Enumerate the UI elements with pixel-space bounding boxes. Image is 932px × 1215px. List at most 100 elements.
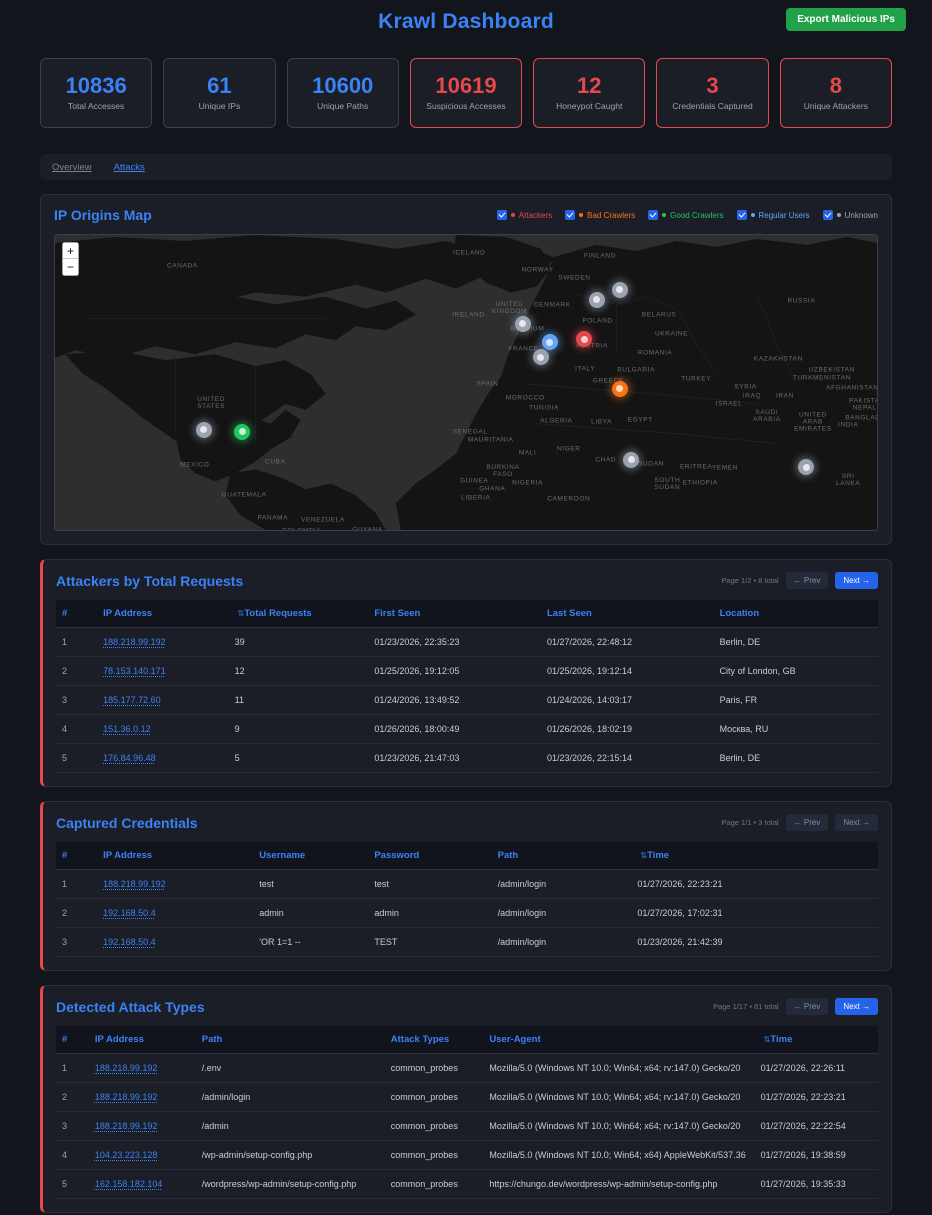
legend-item-good-crawlers[interactable]: Good Crawlers (648, 210, 724, 220)
credentials-col-password[interactable]: Password (368, 842, 492, 870)
ip-link[interactable]: 176.84.96.48 (103, 753, 156, 763)
legend-label: Bad Crawlers (587, 210, 636, 220)
path-cell: /admin/login (195, 1082, 385, 1112)
attackers-prev-button[interactable]: ← Prev (785, 572, 829, 589)
attack-types-next-button[interactable]: Next → (835, 998, 878, 1015)
map-zoom-in-button[interactable]: + (63, 243, 78, 259)
checkbox-icon[interactable] (736, 210, 747, 220)
world-map[interactable]: + − CANADA UNITED STATES MEXICO CUBA GUATEMA… (54, 234, 878, 531)
table-row: 4 151.36.0.12 9 01/26/2026, 18:00:49 01/26/2… (56, 714, 878, 744)
attackers-next-button[interactable]: Next → (835, 572, 878, 589)
ip-link[interactable]: 188.218.99.192 (94, 1121, 158, 1131)
credentials-col-username[interactable]: Username (253, 842, 369, 870)
attack-types-col-user-agent[interactable]: User-Agent (483, 1026, 755, 1054)
map-marker-unknown[interactable] (798, 459, 815, 476)
map-zoom-controls[interactable]: + − (62, 242, 79, 276)
row-index: 2 (56, 898, 98, 928)
credentials-col-time[interactable]: ⇅Time (631, 842, 878, 870)
legend-label: Unknown (844, 210, 878, 220)
ip-link[interactable]: 188.218.99.192 (103, 637, 166, 647)
attack-types-prev-button[interactable]: ← Prev (785, 998, 829, 1015)
types-cell: common_probes (384, 1053, 484, 1083)
attack-types-panel-header: Detected Attack Types Page 1/17 • 81 tot… (56, 998, 878, 1015)
map-marker-unknown[interactable] (623, 451, 640, 468)
attackers-col-first-seen[interactable]: First Seen (368, 600, 541, 628)
credentials-prev-button[interactable]: ← Prev (785, 814, 829, 831)
map-marker-bad-crawlers[interactable] (611, 380, 628, 397)
map-marker-unknown[interactable] (532, 349, 549, 366)
legend-item-attackers[interactable]: Attackers (496, 210, 552, 220)
ip-link[interactable]: 192.168.50.4 (103, 908, 156, 918)
credentials-col-ip-address[interactable]: IP Address (97, 842, 254, 870)
ip-link[interactable]: 104.23.223.128 (94, 1150, 158, 1160)
attack-types-table-header-row: # IP Address Path Attack Types User-Agent ⇅Ti… (56, 1026, 878, 1054)
tab-attacks[interactable]: Attacks (113, 161, 145, 173)
legend-item-regular-users[interactable]: Regular Users (736, 210, 810, 220)
ua-cell: https://chungo.dev/wordpress/wp-admin/se… (483, 1169, 755, 1199)
tab-overview[interactable]: Overview (52, 161, 92, 173)
attack-types-panel-title: Detected Attack Types (56, 998, 205, 1015)
table-row: 1 188.218.99.192 /.env common_probes Mozilla… (56, 1053, 878, 1083)
ip-link[interactable]: 162.158.182.104 (94, 1179, 163, 1189)
last_seen-cell: 01/23/2026, 22:15:14 (540, 743, 714, 773)
attack-types-col-path[interactable]: Path (195, 1026, 385, 1054)
time-cell: 01/27/2026, 17:02:31 (631, 898, 878, 928)
credentials-col-[interactable]: # (56, 842, 98, 870)
map-marker-unknown[interactable] (195, 421, 212, 438)
attack-types-col-[interactable]: # (56, 1026, 89, 1054)
map-marker-unknown[interactable] (611, 281, 628, 298)
attack-types-col-attack-types[interactable]: Attack Types (384, 1026, 484, 1054)
stat-card-unique-ips: 61 Unique IPs (163, 58, 276, 128)
stat-value: 10836 (65, 73, 127, 98)
checkbox-icon[interactable] (648, 210, 659, 220)
map-marker-regular-users[interactable] (541, 334, 558, 351)
types-cell: common_probes (384, 1140, 484, 1170)
requests-cell: 11 (228, 685, 369, 715)
time-cell: 01/27/2026, 22:26:11 (754, 1053, 878, 1083)
export-malicious-ips-button[interactable]: Export Malicious IPs (786, 8, 906, 31)
ip-link[interactable]: 188.218.99.192 (94, 1092, 158, 1102)
map-marker-unknown[interactable] (514, 315, 531, 332)
path-cell: /admin/login (491, 869, 632, 899)
attack-types-col-ip-address[interactable]: IP Address (88, 1026, 196, 1054)
attackers-col-[interactable]: # (56, 600, 98, 628)
legend-item-bad-crawlers[interactable]: Bad Crawlers (565, 210, 635, 220)
ip-link[interactable]: 185.177.72.60 (103, 695, 161, 705)
credentials-panel: Captured Credentials Page 1/1 • 3 total … (40, 801, 892, 971)
stat-card-credentials-captured: 3 Credentials Captured (656, 58, 769, 128)
credentials-next-button[interactable]: Next → (835, 814, 878, 831)
stat-value: 12 (577, 73, 602, 98)
attackers-col-location[interactable]: Location (713, 600, 878, 628)
time-cell: 01/27/2026, 22:22:54 (754, 1111, 878, 1141)
checkbox-icon[interactable] (496, 210, 507, 220)
first_seen-cell: 01/23/2026, 22:35:23 (368, 627, 541, 657)
attack-types-col-time[interactable]: ⇅Time (754, 1026, 878, 1054)
ip-link[interactable]: 188.218.99.192 (103, 879, 166, 889)
map-marker-good-crawlers[interactable] (234, 423, 251, 440)
table-row: 2 192.168.50.4 admin admin/admin/login 01/27… (56, 898, 878, 928)
attackers-col-total-requests[interactable]: ⇅Total Requests (228, 600, 369, 628)
ip-origins-map-panel: IP Origins Map Attackers Bad Crawlers Good… (40, 194, 892, 545)
stat-card-unique-paths: 10600 Unique Paths (286, 58, 399, 128)
ip-link[interactable]: 78.153.140.171 (103, 666, 166, 676)
attackers-col-last-seen[interactable]: Last Seen (540, 600, 714, 628)
table-row: 3 192.168.50.4 'OR 1=1 -- TEST/admin/login 0… (56, 927, 878, 957)
ip-link[interactable]: 192.168.50.4 (103, 937, 156, 947)
ip-link[interactable]: 151.36.0.12 (103, 724, 151, 734)
credentials-col-path[interactable]: Path (491, 842, 632, 870)
ip-link[interactable]: 188.218.99.192 (94, 1063, 158, 1073)
row-index: 4 (56, 1140, 89, 1170)
location-cell: Berlin, DE (713, 743, 878, 773)
checkbox-icon[interactable] (822, 210, 833, 220)
map-zoom-out-button[interactable]: − (63, 259, 78, 275)
map-marker-attackers[interactable] (576, 331, 593, 348)
requests-cell: 39 (228, 627, 369, 657)
checkbox-icon[interactable] (565, 210, 576, 220)
legend-item-unknown[interactable]: Unknown (822, 210, 878, 220)
row-index: 3 (56, 927, 98, 957)
sort-icon: ⇅ (763, 1035, 771, 1044)
attackers-col-ip-address[interactable]: IP Address (97, 600, 229, 628)
time-cell: 01/23/2026, 21:42:39 (631, 927, 878, 957)
map-marker-unknown[interactable] (588, 291, 605, 308)
row-index: 5 (56, 743, 98, 773)
